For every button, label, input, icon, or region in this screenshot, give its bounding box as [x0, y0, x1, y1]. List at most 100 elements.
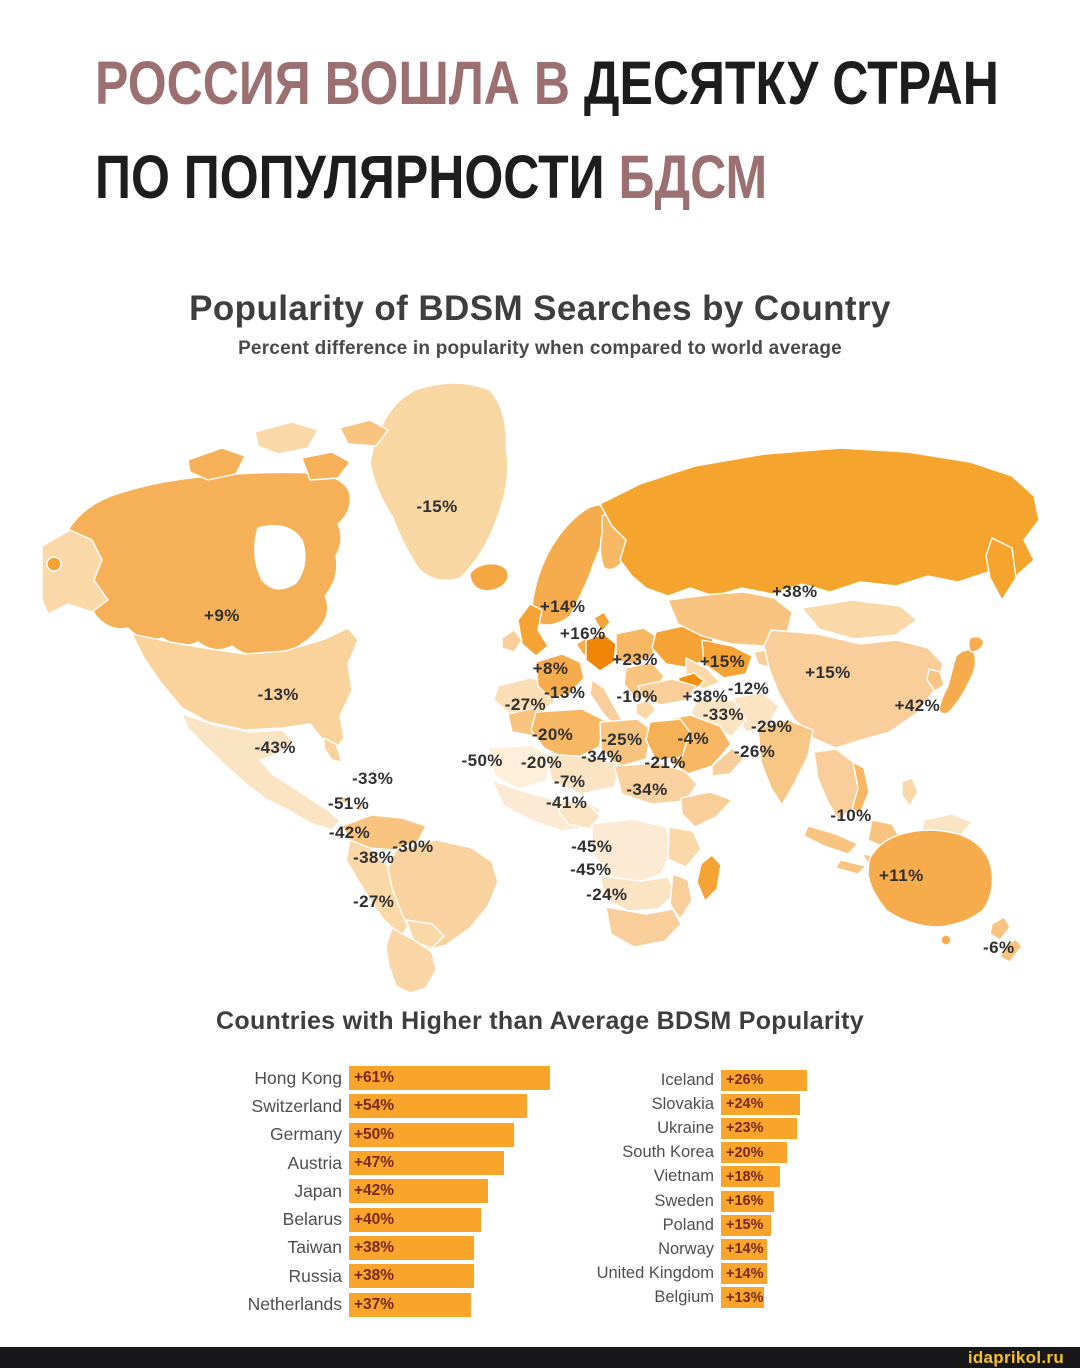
map-value-label-portugal: -27%	[504, 694, 547, 714]
bar-row-netherlands: Netherlands +37%	[158, 1290, 550, 1318]
bar-country-label: Iceland	[660, 1070, 714, 1089]
bar-value-label: +15%	[726, 1217, 764, 1234]
region-turkey	[637, 678, 697, 706]
bar: +38%	[349, 1264, 474, 1289]
region-new-zealand-south	[999, 938, 1023, 963]
bar-country-label: Switzerland	[251, 1095, 342, 1116]
region-mongolia	[801, 599, 918, 640]
region-sumatra-malaysia	[803, 825, 859, 855]
bar-value-label: +16%	[726, 1193, 764, 1210]
bar-row-germany: Germany +50%	[158, 1121, 550, 1149]
bar-country-label: Germany	[270, 1124, 342, 1145]
map-value-label-mauritania-west-africa: -50%	[461, 751, 503, 771]
bar: +24%	[721, 1093, 800, 1115]
bar-row-austria: Austria +47%	[158, 1149, 550, 1177]
bar-column-right: Iceland +26% Slovakia +24% Ukraine +23% South …	[528, 1068, 807, 1310]
bar-row-sweden: Sweden +16%	[528, 1189, 807, 1213]
map-value-label-libya: -25%	[601, 729, 643, 749]
bar-row-russia: Russia +38%	[158, 1262, 550, 1290]
bar-value-label: +61%	[354, 1069, 395, 1087]
headline-accent-text-1: РОССИЯ ВОШЛА В	[95, 49, 570, 117]
bar-country-label: Russia	[288, 1265, 343, 1286]
bar-value-label: +47%	[354, 1154, 395, 1172]
bar-country-label: Norway	[658, 1239, 714, 1258]
bar-column-left: Hong Kong +61% Switzerland +54% Germany +50% A…	[158, 1064, 550, 1319]
bar: +38%	[349, 1235, 474, 1260]
bar-row-taiwan: Taiwan +38%	[158, 1234, 550, 1262]
region-germany	[585, 633, 617, 672]
bar-country-label: Sweden	[654, 1191, 714, 1210]
bar: +47%	[349, 1151, 504, 1176]
bar-value-label: +42%	[354, 1182, 395, 1200]
region-new-zealand-north	[989, 916, 1011, 941]
map-value-label-australia: +11%	[878, 866, 924, 886]
region-mali-niger	[545, 753, 621, 795]
bar: +50%	[349, 1122, 514, 1147]
map-value-label-afghanistan-pakistan: -33%	[702, 704, 745, 724]
region-kenya-tanzania	[667, 826, 702, 868]
region-denmark	[593, 611, 611, 633]
bar-country-label: Vietnam	[653, 1167, 714, 1186]
headline-accent-text-2: БДСМ	[604, 143, 768, 211]
bar: +37%	[349, 1292, 471, 1317]
bar-value-label: +14%	[726, 1265, 764, 1282]
bar-value-label: +20%	[726, 1144, 764, 1161]
region-chad-sudan	[613, 762, 698, 805]
map-value-label-belarus-ukraine: +23%	[612, 649, 658, 669]
arctic-island	[339, 419, 389, 447]
map-value-label-bolivia: -38%	[353, 848, 395, 867]
region-central-europe	[615, 627, 659, 665]
region-libya	[599, 718, 653, 768]
bar-chart-title: Countries with Higher than Average BDSM …	[216, 1007, 864, 1035]
bar-country-label: Ukraine	[657, 1118, 714, 1137]
map-value-label-kazakhstan: +15%	[699, 651, 746, 671]
bar-row-slovakia: Slovakia +24%	[528, 1092, 807, 1116]
bar: +54%	[349, 1094, 527, 1119]
bar-country-label: Belarus	[282, 1209, 342, 1230]
map-value-label-chad: -7%	[553, 771, 586, 791]
arctic-island	[187, 447, 246, 481]
region-france	[535, 653, 585, 699]
bar-row-switzerland: Switzerland +54%	[158, 1092, 550, 1120]
region-australia	[867, 829, 994, 928]
bar-chart: Hong Kong +61% Switzerland +54% Germany +50% A…	[0, 1064, 1080, 1326]
caribbean-island	[340, 795, 350, 805]
bar-row-japan: Japan +42%	[158, 1177, 550, 1205]
headline-line-2: ПО ПОПУЛЯРНОСТИ БДСМ	[95, 130, 999, 224]
map-value-label-new-zealand: -6%	[983, 938, 1015, 957]
bar: +18%	[721, 1166, 780, 1188]
region-ireland	[501, 629, 523, 653]
bar-country-label: Taiwan	[287, 1237, 342, 1258]
region-kamchatka	[985, 537, 1017, 601]
region-mexico	[181, 713, 341, 831]
map-value-label-united-states: -13%	[257, 684, 299, 704]
bar: +40%	[349, 1207, 481, 1232]
region-south-africa	[605, 906, 682, 948]
bar-row-ukraine: Ukraine +23%	[528, 1116, 807, 1140]
bar-country-label: United Kingdom	[596, 1264, 714, 1283]
region-egypt	[645, 718, 691, 762]
map-value-label-venezuela: -33%	[351, 769, 394, 789]
region-usa	[131, 627, 359, 755]
bar: +13%	[721, 1287, 764, 1309]
region-japan-north	[968, 635, 985, 653]
region-philippines	[901, 777, 919, 807]
map-value-label-china: -29%	[750, 716, 793, 736]
map-value-label-iraq-saudi-arabia: -4%	[677, 729, 709, 749]
bar-row-hong-kong: Hong Kong +61%	[158, 1064, 550, 1092]
region-iceland	[469, 563, 509, 592]
bar-row-poland: Poland +15%	[528, 1213, 807, 1237]
watermark-text: idaprikol.ru	[967, 1348, 1064, 1367]
bar: +20%	[721, 1142, 787, 1164]
region-argentina-chile	[385, 927, 437, 993]
headline-dark-text-1: ДЕСЯТКУ СТРАН	[569, 49, 999, 117]
map-value-label-colombia: -51%	[327, 794, 370, 814]
bar: +16%	[721, 1190, 774, 1212]
headline-line-1: РОССИЯ ВОШЛА В ДЕСЯТКУ СТРАН	[95, 36, 999, 130]
region-uk	[517, 603, 549, 657]
arctic-island	[301, 451, 351, 481]
map-value-label-kyrgyzstan: -12%	[727, 679, 770, 699]
bar-value-label: +18%	[726, 1168, 764, 1185]
region-horn-of-africa	[680, 791, 733, 828]
